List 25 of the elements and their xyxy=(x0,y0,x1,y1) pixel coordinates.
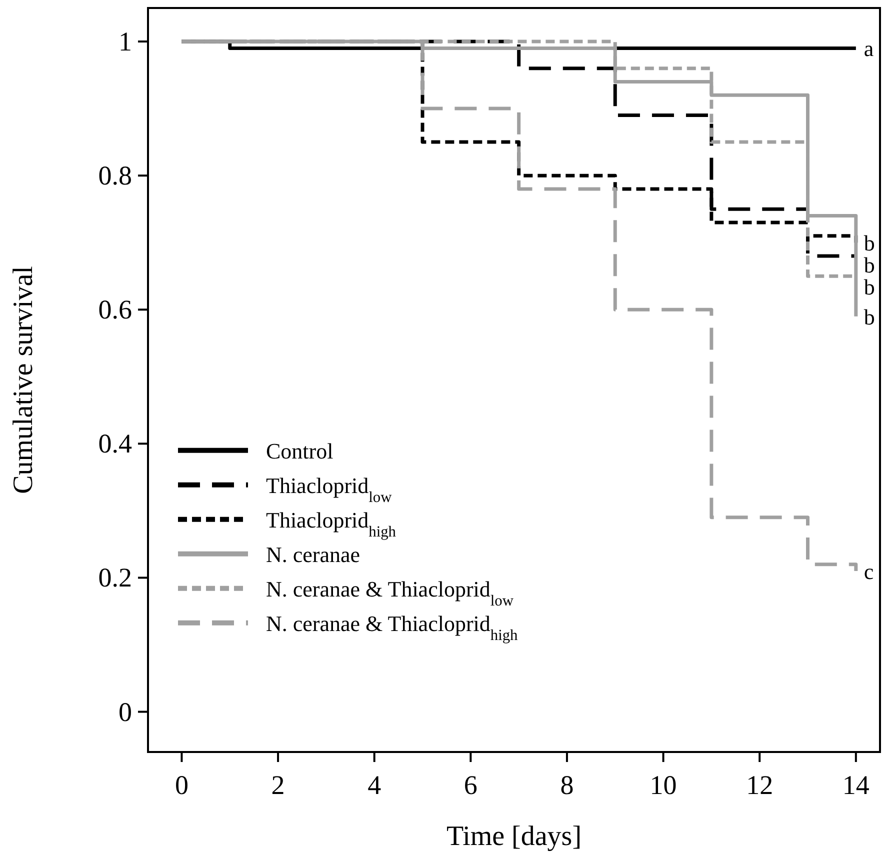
legend-label: N. ceranae & Thiacloprid$_{low}$ xyxy=(266,576,514,609)
y-tick-label: 0.6 xyxy=(98,294,132,325)
x-tick-label: 0 xyxy=(174,770,188,800)
legend-label: N. ceranae xyxy=(266,542,360,567)
legend-label: Thiacloprid$_{high}$ xyxy=(266,507,396,540)
y-tick-label: 0.8 xyxy=(98,160,132,191)
legend-label: Control xyxy=(266,438,334,464)
legend-label: N. ceranae & Thiacloprid$_{high}$ xyxy=(266,610,518,644)
x-tick-label: 8 xyxy=(560,770,574,800)
annotation: a xyxy=(864,36,874,62)
x-tick-label: 4 xyxy=(368,770,382,800)
x-tick-label: 10 xyxy=(650,770,677,800)
y-tick-label: 1 xyxy=(118,26,132,57)
x-tick-label: 14 xyxy=(842,770,870,800)
x-tick-label: 2 xyxy=(271,770,285,800)
x-axis-title: Time [days] xyxy=(446,821,582,852)
legend-label: Thiacloprid$_{low}$ xyxy=(266,472,393,506)
y-tick-label: 0.2 xyxy=(98,562,132,593)
y-tick-label: 0.4 xyxy=(98,428,132,459)
x-tick-label: 6 xyxy=(464,770,478,800)
annotation: b xyxy=(864,304,875,330)
y-axis-title: Cumulative survival xyxy=(8,266,39,494)
x-tick-label: 12 xyxy=(746,770,774,800)
y-tick-label: 0 xyxy=(118,696,132,727)
annotation: c xyxy=(864,559,874,584)
